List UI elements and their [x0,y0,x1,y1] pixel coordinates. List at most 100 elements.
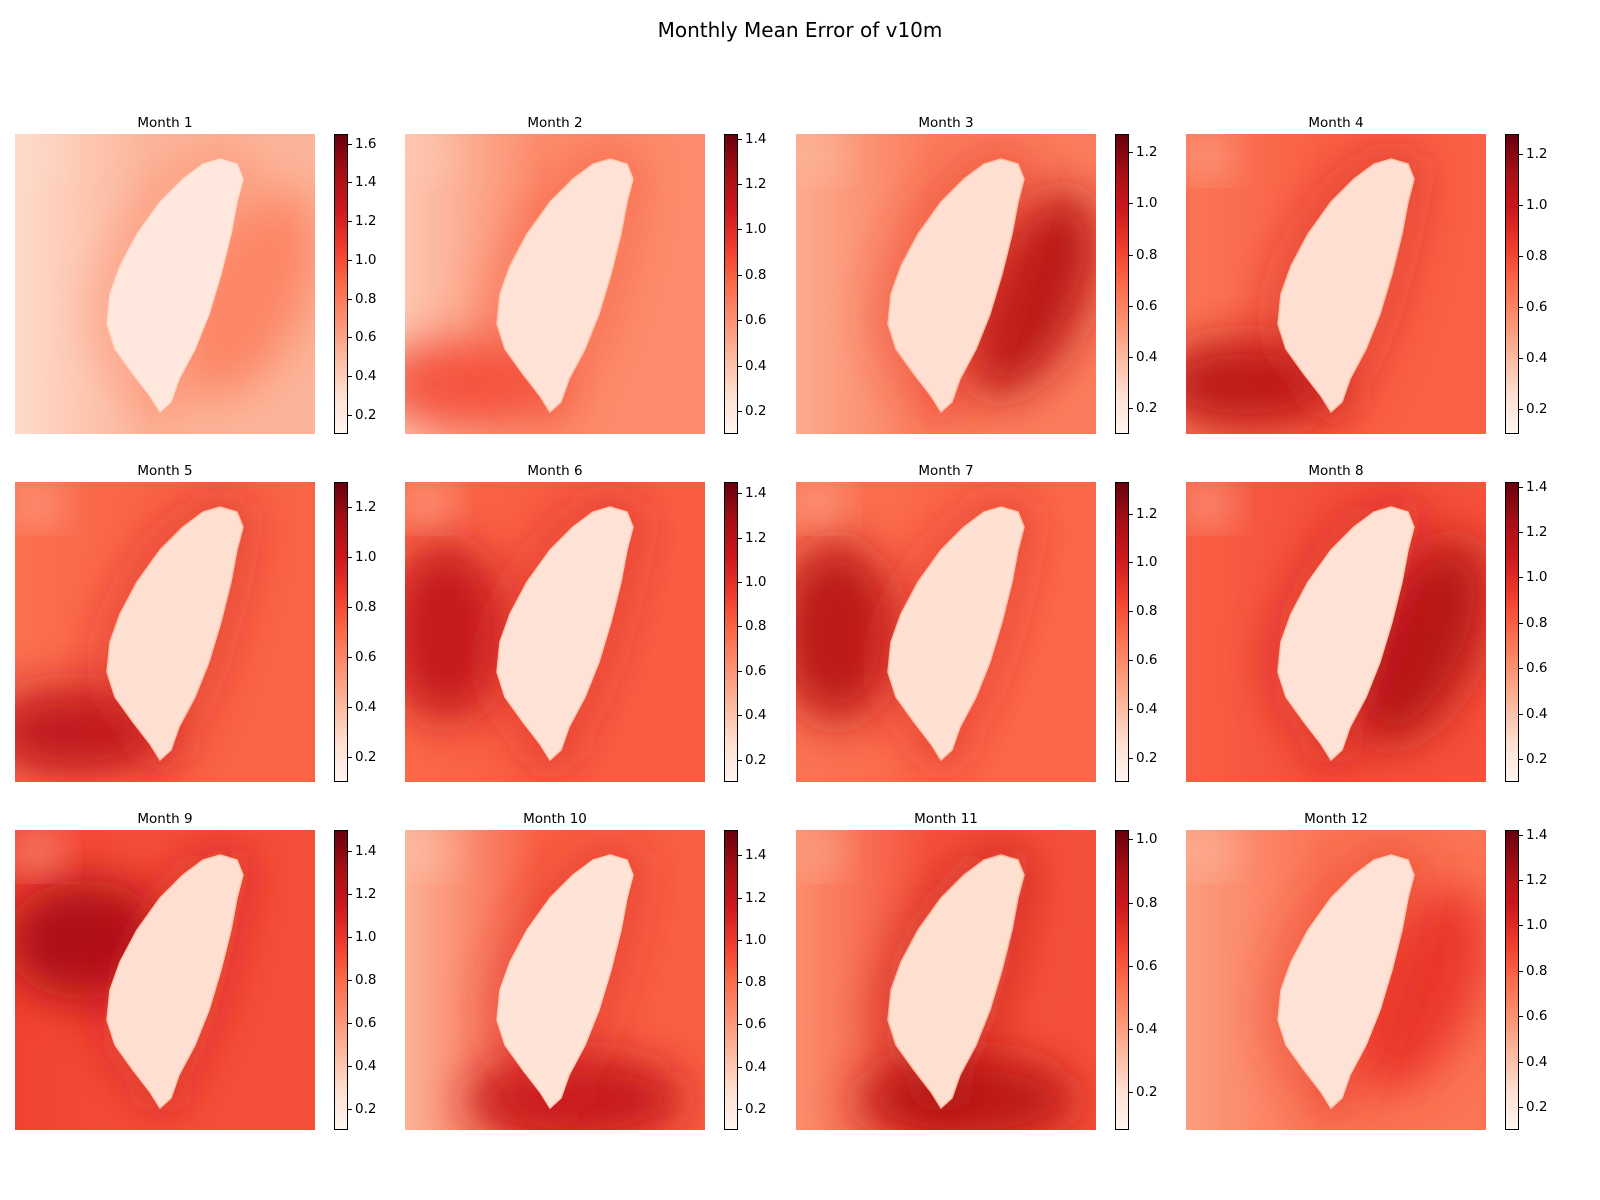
tick-mark [738,715,742,717]
coast-corner-feature [405,836,449,868]
tick-label: 0.4 [1526,349,1548,366]
tick-label: 0.8 [1136,246,1158,263]
colorbar-ticks: 0.2 0.4 0.6 0.8 1.0 1.2 1.4 1.6 [348,134,393,434]
coast-corner-feature [796,836,840,868]
coast-corner-feature [15,488,59,520]
tick-label: 1.0 [355,251,377,268]
tick-label: 1.2 [745,889,767,906]
island-land [496,506,634,762]
panel-title: Month 12 [1304,811,1368,827]
tick-mark [1129,1028,1133,1030]
tick-label: 0.8 [745,266,767,283]
tick-mark [348,221,352,223]
heatmap-image [1186,830,1486,1130]
tick-label: 1.2 [1136,505,1158,522]
tick-label: 1.0 [1136,831,1158,848]
tick-label: 1.2 [1136,143,1158,160]
tick-mark [1519,1061,1523,1063]
tick-label: 0.4 [1136,1020,1158,1037]
colorbar [1505,482,1519,782]
panel-title: Month 1 [137,115,193,131]
tick-mark [738,582,742,583]
tick-mark [1519,577,1523,579]
month-panel: Month 8 0.2 0.4 0.6 0.8 1.0 1.2 1.4 [1171,463,1561,803]
tick-mark [348,414,352,416]
panel-title: Month 9 [137,811,193,827]
tick-mark [1519,256,1523,258]
month-panel: Month 12 0.2 0.4 0.6 0.8 1.0 1.2 1.4 [1171,811,1561,1151]
tick-label: 1.2 [355,499,377,515]
colorbar [724,134,738,434]
tick-mark [348,707,352,708]
month-panel: Month 11 0.2 0.4 0.6 0.8 1.0 [781,811,1171,1151]
coast-corner-feature [405,488,449,520]
tick-mark [1129,151,1133,153]
tick-mark [1129,513,1133,515]
tick-label: 0.4 [1136,700,1158,717]
tick-mark [738,1024,742,1026]
tick-label: 0.2 [355,406,377,423]
coast-corner-feature [15,140,59,172]
tick-label: 1.4 [745,847,767,864]
month-panel: Month 10 0.2 0.4 0.6 0.8 1.0 1.2 1.4 [390,811,780,1151]
colorbar [724,482,738,782]
tick-mark [738,1066,742,1068]
tick-mark [348,980,352,981]
tick-label: 0.2 [745,403,767,420]
tick-label: 0.2 [1136,749,1158,766]
tick-label: 1.2 [745,529,767,546]
panel-title: Month 2 [527,115,583,131]
tick-mark [1519,668,1523,670]
tick-label: 0.6 [355,649,377,665]
island-land [1277,158,1415,414]
tick-mark [1519,925,1523,927]
tick-label: 0.4 [1526,1053,1548,1070]
high-error-region [796,542,896,722]
tick-label: 0.2 [745,1100,767,1117]
tick-mark [1129,1092,1133,1094]
tick-label: 1.2 [745,176,767,192]
tick-label: 0.8 [355,972,377,988]
colorbar-ticks: 0.2 0.4 0.6 0.8 1.0 1.2 1.4 [1519,827,1564,1130]
colorbar-ticks: 0.2 0.4 0.6 0.8 1.0 1.2 1.4 [738,830,783,1130]
tick-mark [1129,965,1133,967]
tick-label: 0.8 [1526,248,1548,265]
month-panel: Month 6 0.2 0.4 0.6 0.8 1.0 1.2 1.4 [390,463,780,803]
tick-mark [1129,408,1133,410]
heatmap-image [405,482,705,782]
colorbar-ticks: 0.2 0.4 0.6 0.8 1.0 1.2 [348,482,393,782]
month-panel: Month 9 0.2 0.4 0.6 0.8 1.0 1.2 1.4 [0,811,390,1151]
heatmap-image [405,830,705,1130]
coast-corner-feature [15,836,59,868]
tick-label: 0.6 [1136,297,1158,314]
tick-label: 1.0 [1526,197,1548,214]
tick-label: 1.2 [1526,872,1548,888]
tick-mark [1519,532,1523,533]
panel-title: Month 5 [137,463,193,479]
tick-mark [738,537,742,539]
tick-label: 1.0 [355,929,377,946]
month-panel: Month 3 0.2 0.4 0.6 0.8 1.0 1.2 [781,115,1171,455]
colorbar-ticks: 0.2 0.4 0.6 0.8 1.0 1.2 1.4 [1519,479,1564,782]
tick-mark [1519,834,1523,836]
colorbar [1505,134,1519,434]
colorbar [1505,830,1519,1130]
colorbar [334,134,348,434]
tick-mark [1129,757,1133,759]
island-land [887,158,1025,414]
colorbar-ticks: 0.2 0.4 0.6 0.8 1.0 [1129,830,1174,1130]
tick-mark [738,320,742,322]
tick-mark [1519,1016,1523,1018]
tick-mark [348,375,352,377]
tick-mark [348,182,352,184]
island-land [106,158,244,414]
tick-label: 0.6 [1526,660,1548,677]
high-error-region [405,542,505,722]
month-panel: Month 2 0.2 0.4 0.6 0.8 1.0 1.2 1.4 [390,115,780,455]
tick-label: 0.8 [1526,614,1548,631]
tick-label: 0.8 [745,618,767,635]
tick-mark [738,411,742,413]
tick-label: 0.4 [1136,349,1158,366]
tick-label: 1.0 [1136,195,1158,212]
tick-mark [348,894,352,896]
